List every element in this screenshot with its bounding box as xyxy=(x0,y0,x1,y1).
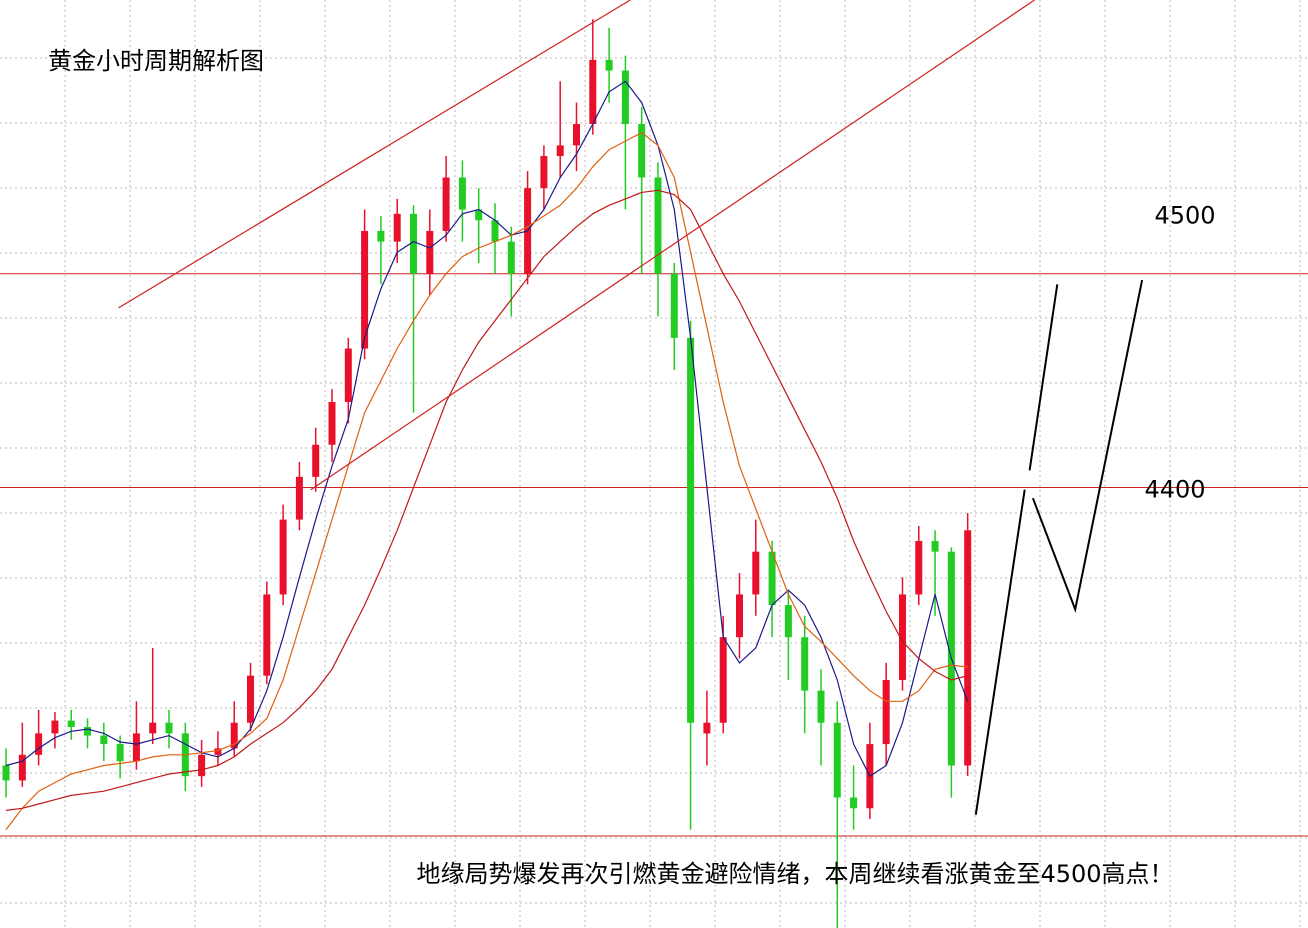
candle-body xyxy=(507,241,515,274)
candle-body xyxy=(833,722,841,798)
trend-line xyxy=(310,0,1035,491)
candle-body xyxy=(263,594,271,676)
price-label: 4400 xyxy=(1144,476,1205,504)
candle-body xyxy=(51,720,59,734)
candle-body xyxy=(638,124,646,178)
candle-body xyxy=(426,230,434,274)
candle-body xyxy=(850,797,858,809)
candle-body xyxy=(458,177,466,210)
candle-body xyxy=(931,540,939,552)
candle-body xyxy=(198,754,206,777)
trend-line xyxy=(1028,284,1059,471)
candle-body xyxy=(84,727,92,736)
candle-body xyxy=(100,735,108,745)
candle-body xyxy=(752,551,760,595)
candle-body xyxy=(768,551,776,606)
trend-line xyxy=(974,489,1026,815)
candle-body xyxy=(915,540,923,595)
candle-body xyxy=(817,690,825,723)
candle-body xyxy=(132,733,140,762)
candle-body xyxy=(393,213,401,242)
trend-line xyxy=(118,0,631,309)
candle-body xyxy=(703,722,711,734)
candle-body xyxy=(295,476,303,520)
candle-body xyxy=(621,70,629,125)
price-label: 4500 xyxy=(1154,202,1215,230)
moving-average xyxy=(5,80,969,778)
candle-body xyxy=(589,59,597,125)
candle-body xyxy=(230,722,238,749)
candle-body xyxy=(35,733,43,755)
candle-body xyxy=(605,59,613,71)
candle-body xyxy=(572,124,580,146)
candle-body xyxy=(784,605,792,638)
candle-body xyxy=(491,220,499,242)
candle-body xyxy=(2,765,10,781)
candle-body xyxy=(247,675,255,723)
candle-body xyxy=(410,213,418,274)
candle-body xyxy=(312,444,320,477)
candle-body xyxy=(149,722,157,734)
candle-body xyxy=(719,637,727,723)
candle-body xyxy=(735,594,743,638)
moving-average xyxy=(5,131,968,830)
candle-body xyxy=(214,748,222,755)
candle-body xyxy=(361,230,369,349)
candle-body xyxy=(67,720,75,728)
candle-body xyxy=(801,637,809,691)
candle-body xyxy=(344,348,352,402)
annotation: 地缘局势爆发再次引燃黄金避险情绪，本周继续看涨黄金至4500高点！ xyxy=(416,860,1173,888)
candle-body xyxy=(964,530,972,766)
candle-body xyxy=(898,594,906,680)
candle-body xyxy=(18,754,26,781)
candle-body xyxy=(882,679,890,745)
candle-body xyxy=(165,722,173,734)
candle-body xyxy=(475,209,483,221)
candle-body xyxy=(442,177,450,231)
candle-body xyxy=(377,230,385,242)
candle-body xyxy=(279,519,287,595)
candle-body xyxy=(540,156,548,189)
candle-body xyxy=(328,401,336,445)
moving-average xyxy=(5,189,968,811)
trend-line xyxy=(1031,279,1144,613)
candle-body xyxy=(116,744,124,762)
chart-title: 黄金小时周期解析图 xyxy=(48,47,264,75)
candle-body xyxy=(687,337,695,723)
candle-body xyxy=(654,177,662,274)
candle-body xyxy=(556,145,564,157)
candle-body xyxy=(670,273,678,338)
